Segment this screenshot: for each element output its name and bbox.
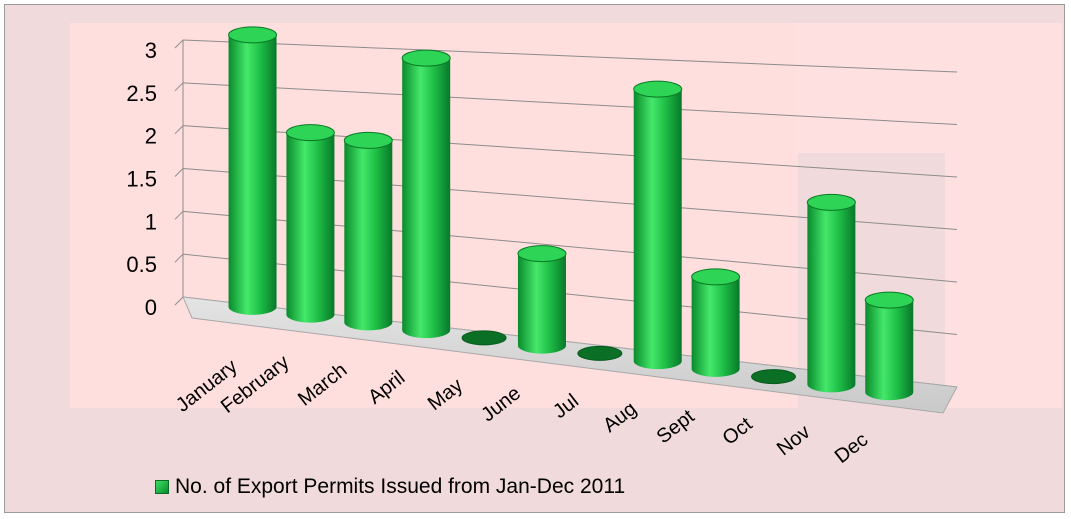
y-tick-label: 2.5 (126, 81, 157, 106)
bar-body (344, 140, 393, 331)
bar-zero-disc (577, 345, 623, 361)
x-tick-label: Nov (773, 421, 815, 460)
bar-june (517, 245, 567, 354)
bar-march (343, 131, 393, 331)
bar-body (402, 58, 451, 339)
gridline-wall (174, 39, 184, 49)
bar-dec (864, 291, 914, 401)
bar-body (691, 276, 740, 377)
bar-aug (633, 80, 683, 370)
plot-area-background-right (795, 23, 1062, 153)
x-tick-label: Dec (831, 429, 873, 468)
bar-body (807, 202, 856, 393)
bar-oct (750, 369, 796, 385)
gridline-wall (174, 82, 184, 92)
bar-zero-disc (750, 369, 796, 385)
bar-zero-disc (461, 330, 507, 346)
y-tick-label: 3 (145, 38, 157, 63)
bar-body (228, 34, 277, 315)
bar-jul (577, 345, 623, 361)
bar-may (461, 330, 507, 346)
bar-body (286, 132, 335, 323)
bar-body (517, 253, 566, 354)
gridline (182, 82, 958, 125)
chart-frame: 0 0.5 1 1.5 2 2.5 3 January February March April M… (4, 4, 1065, 513)
gridline-wall (174, 296, 184, 306)
y-tick-label: 0 (145, 295, 157, 320)
legend-swatch (155, 480, 169, 494)
bar-top (691, 268, 741, 286)
bar-body (633, 89, 682, 370)
x-tick-label: Sept (653, 405, 699, 448)
plot-area-background-right-lower (945, 153, 1062, 408)
x-tick-label: Oct (718, 413, 756, 450)
bar-top (806, 193, 856, 211)
gridline-wall (174, 125, 184, 135)
bar-february (285, 124, 335, 323)
bar-sept (691, 268, 741, 377)
gridline (182, 39, 958, 73)
bar-body (865, 300, 914, 401)
legend: No. of Export Permits Issued from Jan-De… (155, 475, 625, 499)
y-tick-label: 2 (145, 124, 157, 149)
bar-top (228, 26, 278, 44)
gridline-wall (174, 210, 184, 220)
gridline-wall (174, 168, 184, 177)
bar-top (517, 245, 567, 263)
bar-top (401, 49, 451, 67)
y-tick-label: 0.5 (126, 252, 157, 277)
bar-top (285, 124, 335, 142)
y-tick-label: 1 (145, 209, 157, 234)
bar-april (401, 49, 451, 339)
bar-january (228, 26, 278, 315)
bar-top (343, 131, 393, 149)
bar-nov (806, 193, 856, 393)
gridline-wall (174, 253, 184, 263)
y-tick-label: 1.5 (126, 167, 157, 192)
bar-top (633, 80, 683, 98)
legend-label: No. of Export Permits Issued from Jan-De… (175, 475, 626, 498)
bar-top (864, 291, 914, 309)
